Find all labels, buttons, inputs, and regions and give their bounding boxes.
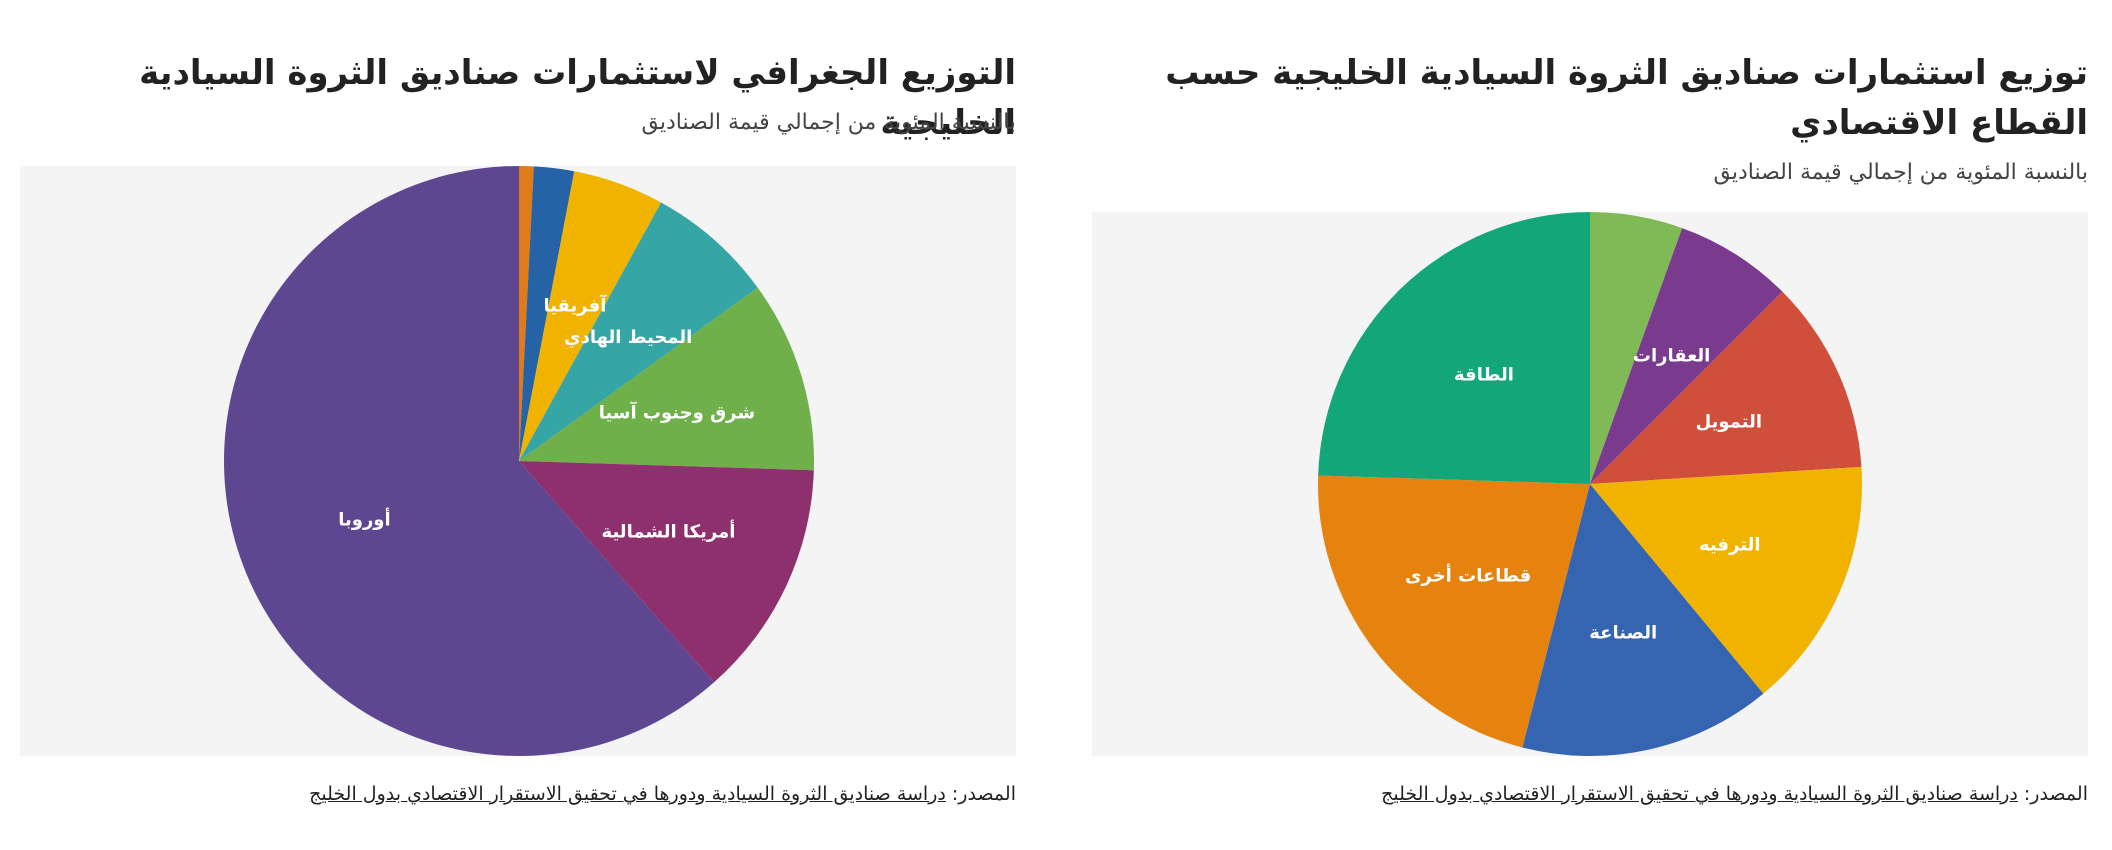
slice-label: شرق وجنوب آسيا xyxy=(599,400,755,423)
chart-subtitle: بالنسبة المئوية من إجمالي قيمة الصناديق xyxy=(641,110,1016,135)
geographic-chart-panel: التوزيع الجغرافي لاستثمارات صناديق الثرو… xyxy=(20,0,1016,850)
source-prefix: المصدر: xyxy=(2023,783,2088,805)
pie-slice-5 xyxy=(1318,475,1590,748)
plot-area: العقارات التمويل الترفيه الصناعة قطاعات أخرى… xyxy=(1092,212,2088,756)
pie-slice-unlabeled-0 xyxy=(519,166,534,461)
source-link[interactable]: دراسة صناديق الثروة السيادية ودورها في ت… xyxy=(1381,783,2018,805)
pie-chart-geographic: آفريقيا المحيط الهادي شرق وجنوب آسيا أمريكا… xyxy=(223,166,814,756)
slice-label: الصناعة xyxy=(1589,623,1657,644)
pie-slice-3 xyxy=(519,202,758,461)
pie-slice-6 xyxy=(1318,212,1590,484)
pie-slice-2 xyxy=(519,171,662,461)
pie-slice-6 xyxy=(223,166,715,756)
pie-slice-2 xyxy=(1590,291,1862,484)
sector-chart-panel: توزيع استثمارات صناديق الثروة السيادية ا… xyxy=(1092,0,2088,850)
slice-label: قطاعات أخرى xyxy=(1405,563,1531,586)
pie-slice-3 xyxy=(1590,466,1862,694)
source-link[interactable]: دراسة صناديق الثروة السيادية ودورها في ت… xyxy=(309,783,946,805)
slice-label: آفريقيا xyxy=(543,294,607,317)
chart-title: التوزيع الجغرافي لاستثمارات صناديق الثرو… xyxy=(139,53,1016,143)
pie-slice-unlabeled-0 xyxy=(1590,212,1683,484)
pie-slice-4 xyxy=(1522,484,1764,756)
slice-label: الطاقة xyxy=(1454,365,1514,386)
slice-label: المحيط الهادي xyxy=(564,327,692,348)
pie-slice-5 xyxy=(519,461,814,683)
plot-area: آفريقيا المحيط الهادي شرق وجنوب آسيا أمريكا… xyxy=(20,166,1016,756)
chart-title: توزيع استثمارات صناديق الثروة السيادية ا… xyxy=(1165,53,2088,143)
pie-slice-4 xyxy=(519,287,814,471)
source-note: المصدر: دراسة صناديق الثروة السيادية ودو… xyxy=(309,783,1016,805)
pie-chart-sector: العقارات التمويل الترفيه الصناعة قطاعات أخرى… xyxy=(1318,212,1862,756)
slice-label: أمريكا الشمالية xyxy=(602,519,736,542)
slice-label: الترفيه xyxy=(1699,534,1761,555)
chart-subtitle: بالنسبة المئوية من إجمالي قيمة الصناديق xyxy=(1713,160,2088,185)
slice-label: التمويل xyxy=(1696,411,1762,432)
slice-label: أوروبا xyxy=(338,507,390,530)
source-prefix: المصدر: xyxy=(951,783,1016,805)
slice-label: العقارات xyxy=(1633,345,1710,366)
source-note: المصدر: دراسة صناديق الثروة السيادية ودو… xyxy=(1381,783,2088,805)
pie-slice-unlabeled-1 xyxy=(519,166,575,461)
pie-slice-1 xyxy=(1590,228,1783,484)
